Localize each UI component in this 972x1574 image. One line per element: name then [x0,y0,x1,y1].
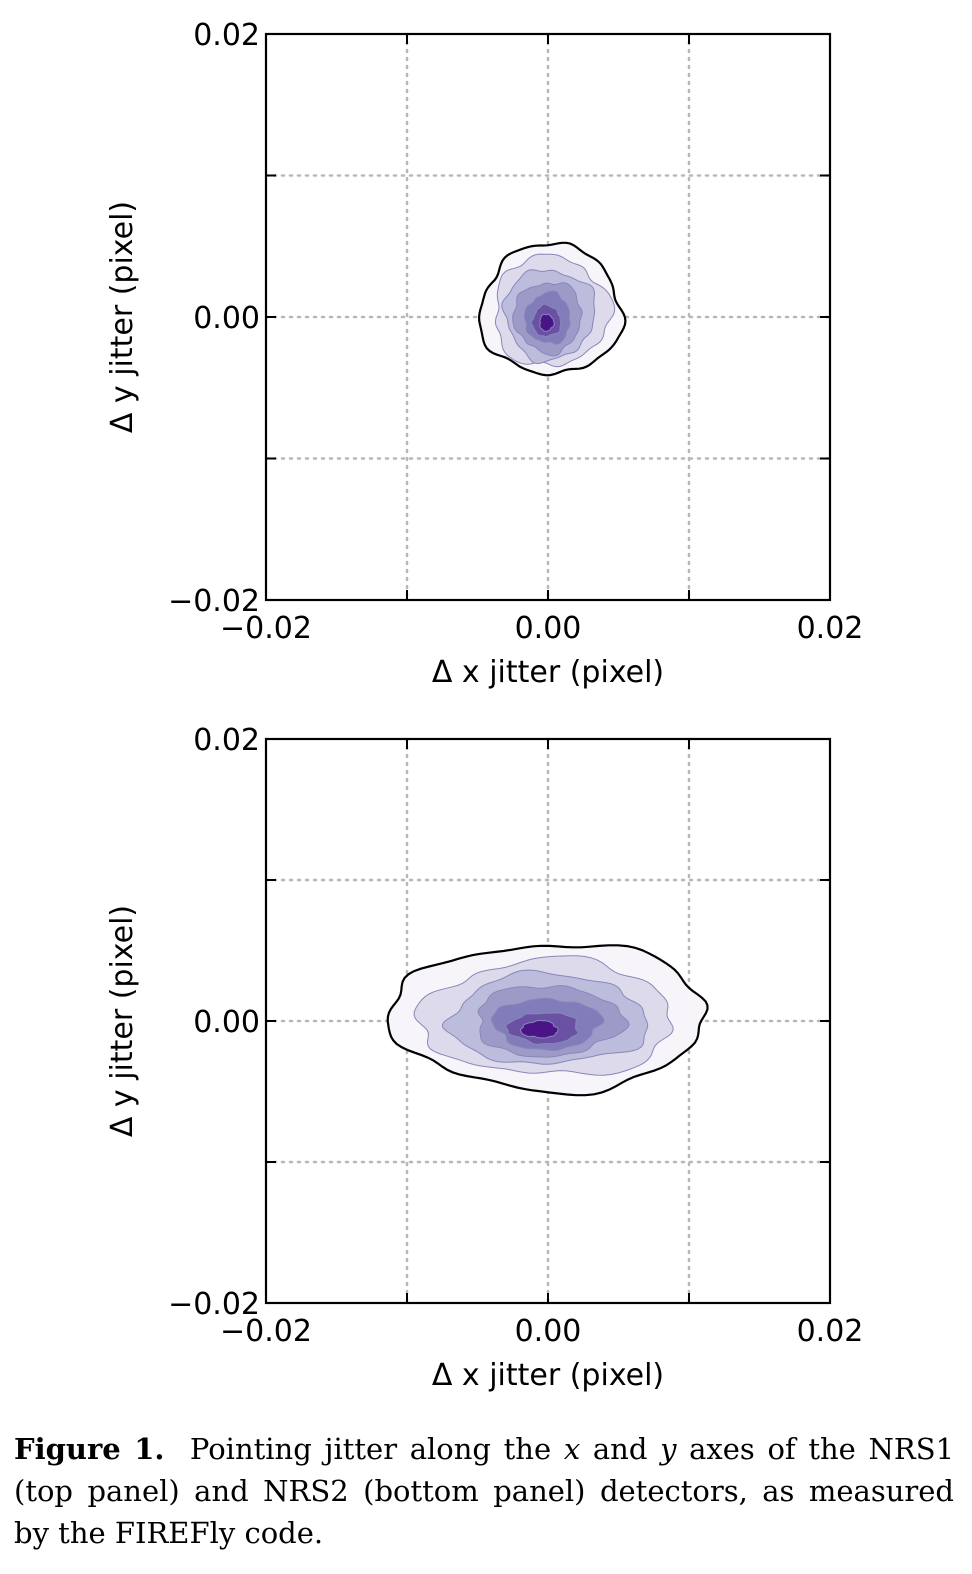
y-tick-label: 0.02 [193,18,260,53]
y-tick-label: 0.02 [193,723,260,758]
figure-canvas: −0.02 0.00 0.02 −0.02 0.00 0.02 Δ x jitter (pi… [105,18,863,1393]
caption-y-symbol: y [660,1432,677,1466]
x-tick-label: 0.02 [797,611,864,646]
y-tick-label: −0.02 [168,584,260,619]
caption-text-a: Pointing jitter along the [189,1432,564,1466]
x-tick-label: 0.00 [515,611,582,646]
caption-text-c: axes of the NRS1 (top panel) and NRS2 (b… [14,1432,955,1550]
figure-caption: Figure 1. Pointing jitter along the x an… [14,1428,954,1554]
contour-level-6 [519,1020,559,1039]
y-tick-label: −0.02 [168,1287,260,1322]
x-axis-label: Δ x jitter (pixel) [432,1358,664,1393]
caption-text-b: and [580,1432,661,1466]
x-axis-label: Δ x jitter (pixel) [432,655,664,690]
x-tick-label: −0.02 [220,611,312,646]
y-tick-label: 0.00 [193,301,260,336]
caption-label: Figure 1. [14,1432,165,1466]
x-tick-label: −0.02 [220,1314,312,1349]
y-tick-label: 0.00 [193,1005,260,1040]
y-axis-label: Δ y jitter (pixel) [105,905,140,1137]
x-tick-label: 0.02 [797,1314,864,1349]
panel-nrs2: −0.02 0.00 0.02 −0.02 0.00 0.02 Δ x jitter (pi… [105,723,863,1393]
panel-nrs1: −0.02 0.00 0.02 −0.02 0.00 0.02 Δ x jitter (pi… [105,18,863,690]
caption-x-symbol: x [563,1432,581,1466]
y-axis-label: Δ y jitter (pixel) [105,201,140,433]
contour-level-6 [539,313,555,332]
x-tick-label: 0.00 [515,1314,582,1349]
